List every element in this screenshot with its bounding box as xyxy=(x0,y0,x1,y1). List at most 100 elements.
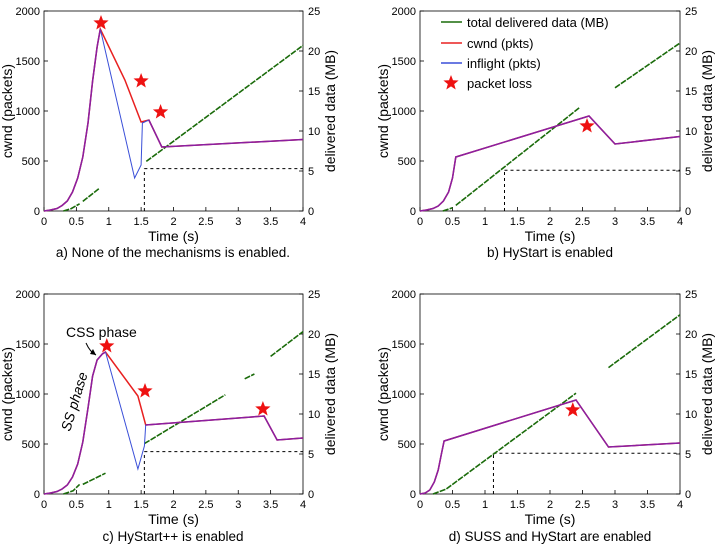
css-phase-label: CSS phase xyxy=(66,324,137,340)
packet-loss-star-icon xyxy=(579,118,595,133)
x-tick-label: 1.5 xyxy=(510,216,525,228)
packet-loss-star-icon xyxy=(152,104,169,119)
y2-axis-label: delivered data (MB) xyxy=(322,333,338,455)
series-cwnd-inflight-overlap xyxy=(419,399,681,495)
legend-label-cwnd: cwnd (pkts) xyxy=(467,36,533,51)
y2-tick-label: 0 xyxy=(308,489,314,501)
x-axis-label: Time (s) xyxy=(148,228,199,244)
series-delivered-data xyxy=(63,483,81,495)
x-tick-label: 1 xyxy=(106,216,112,228)
x-tick-label: 2 xyxy=(170,216,176,228)
legend-label-total: total delivered data (MB) xyxy=(467,15,609,30)
x-tick-label: 2.5 xyxy=(575,216,590,228)
panel-d: 0 0.5 1 1.5 2 2.5 3 3.5 405001000150020000510152… xyxy=(375,289,715,544)
y2-tick-label: 5 xyxy=(308,449,314,461)
series-delivered-data xyxy=(244,373,255,380)
y-tick-label: 500 xyxy=(22,439,40,451)
x-tick-label: 3 xyxy=(612,216,618,228)
y-tick-label: 1500 xyxy=(16,56,40,68)
packet-loss-star-icon xyxy=(133,73,149,88)
y-tick-label: 1500 xyxy=(392,56,416,68)
x-tick-label: 0 xyxy=(417,499,423,511)
packet-loss-star-icon xyxy=(99,338,115,353)
packet-loss-star-icon xyxy=(565,402,581,417)
panel-c: 0 0.5 1 1.5 2 2.5 3 3.5 405001000150020000510152… xyxy=(0,289,338,544)
x-tick-label: 0.5 xyxy=(445,499,460,511)
x-axis-label: Time (s) xyxy=(525,511,576,527)
x-tick-label: 4 xyxy=(677,216,683,228)
y-axis-label: cwnd (packets) xyxy=(0,347,15,441)
series-delivered-data xyxy=(82,472,106,486)
plot-frame-d xyxy=(419,293,681,495)
y-tick-label: 0 xyxy=(410,206,416,218)
y2-tick-label: 15 xyxy=(685,86,697,98)
series-delivered-data xyxy=(614,42,681,89)
x-axis-label: Time (s) xyxy=(525,228,576,244)
y-tick-label: 500 xyxy=(22,156,40,168)
series-delivered-data xyxy=(63,203,80,212)
y2-tick-label: 10 xyxy=(685,126,697,138)
x-tick-label: 3 xyxy=(612,499,618,511)
panel-b: 0 0.5 1 1.5 2 2.5 3 3.5 405001000150020000510152… xyxy=(375,6,715,260)
caption: b) HyStart is enabled xyxy=(487,245,613,260)
x-tick-label: 4 xyxy=(300,216,306,228)
x-tick-label: 3 xyxy=(235,499,241,511)
series-delivered-data xyxy=(455,107,580,207)
y2-tick-label: 15 xyxy=(685,369,697,381)
y-tick-label: 1000 xyxy=(16,106,40,118)
y-tick-label: 1000 xyxy=(16,389,40,401)
y2-tick-label: 25 xyxy=(685,289,697,301)
x-tick-label: 0 xyxy=(41,499,47,511)
series-cwnd-inflight-overlap xyxy=(43,28,102,212)
y2-axis-label: delivered data (MB) xyxy=(322,50,338,172)
x-tick-label: 1 xyxy=(482,499,488,511)
x-tick-label: 1 xyxy=(106,499,112,511)
y-tick-label: 1500 xyxy=(16,339,40,351)
x-tick-label: 2.5 xyxy=(198,216,213,228)
y-tick-label: 500 xyxy=(398,156,416,168)
series-cwnd-inflight-overlap-tail xyxy=(148,119,304,148)
packet-loss-star-icon xyxy=(93,15,109,30)
x-tick-label: 1.5 xyxy=(133,216,148,228)
y-tick-label: 2000 xyxy=(16,289,40,301)
x-axis-label: Time (s) xyxy=(148,511,199,527)
x-tick-label: 0.5 xyxy=(69,216,84,228)
y2-tick-label: 20 xyxy=(685,46,697,58)
y-axis-label: cwnd (packets) xyxy=(375,347,391,441)
y-tick-label: 500 xyxy=(398,439,416,451)
y2-tick-label: 20 xyxy=(308,46,320,58)
x-tick-label: 2 xyxy=(170,499,176,511)
series-delivered-data xyxy=(432,392,577,495)
series-delivered-data xyxy=(143,394,226,445)
x-tick-label: 4 xyxy=(300,499,306,511)
y-tick-label: 0 xyxy=(34,489,40,501)
x-tick-label: 3.5 xyxy=(640,216,655,228)
caption: c) HyStart++ is enabled xyxy=(102,529,243,544)
x-tick-label: 4 xyxy=(677,499,683,511)
series-delivered-data xyxy=(82,187,100,203)
y-tick-label: 1000 xyxy=(392,106,416,118)
x-tick-label: 2.5 xyxy=(198,499,213,511)
x-tick-label: 0 xyxy=(417,216,423,228)
series-delivered-data xyxy=(608,314,681,369)
y-tick-label: 2000 xyxy=(392,6,416,18)
legend-label-inflight: inflight (pkts) xyxy=(467,56,541,71)
x-tick-label: 3.5 xyxy=(263,216,278,228)
x-tick-label: 3.5 xyxy=(263,499,278,511)
y2-tick-label: 15 xyxy=(308,86,320,98)
x-tick-label: 2 xyxy=(547,216,553,228)
x-tick-label: 2.5 xyxy=(575,499,590,511)
series-delivered-data xyxy=(145,44,304,163)
series-cwnd-inflight-overlap xyxy=(419,115,681,212)
y2-tick-label: 5 xyxy=(685,166,691,178)
panel-a: 0 0.5 1 1.5 2 2.5 3 3.5 405001000150020000510152… xyxy=(0,6,338,260)
y-tick-label: 0 xyxy=(34,206,40,218)
x-tick-label: 3.5 xyxy=(640,499,655,511)
legend-label-loss: packet loss xyxy=(467,76,533,91)
y-axis-label: cwnd (packets) xyxy=(375,64,391,158)
y2-tick-label: 20 xyxy=(685,329,697,341)
x-tick-label: 1.5 xyxy=(510,499,525,511)
y2-tick-label: 5 xyxy=(685,449,691,461)
y2-tick-label: 20 xyxy=(308,329,320,341)
